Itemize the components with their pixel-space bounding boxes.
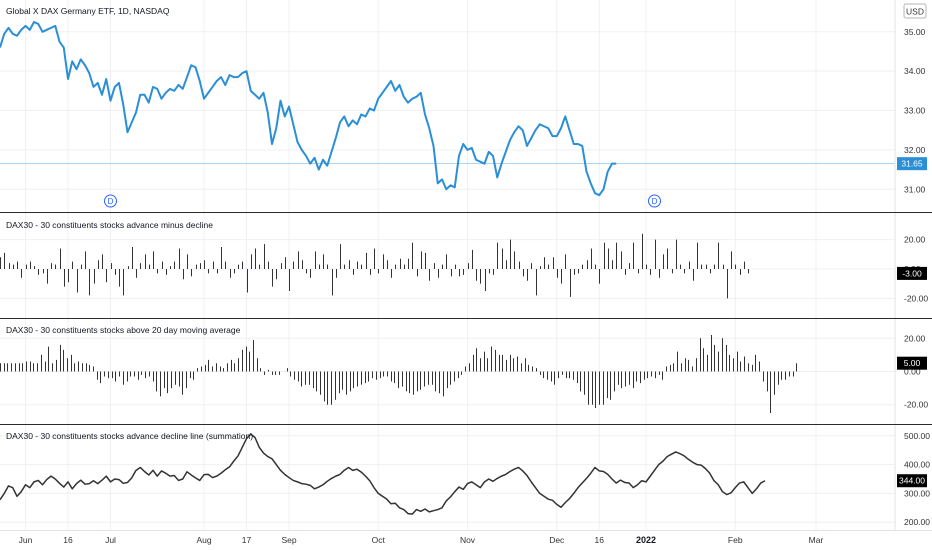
y-tick-label: -20.00 [904,400,928,410]
x-tick-label: Oct [372,535,386,545]
x-tick-label: Nov [460,535,476,545]
ad-summation-line [0,433,766,515]
y-tick-label: 200.00 [904,517,930,527]
x-tick-label: Aug [196,535,211,545]
last-value-label: 31.65 [901,159,923,169]
last-value-label: 344.00 [899,476,925,486]
y-tick-label: 35.00 [904,27,926,37]
y-tick-label: -20.00 [904,293,928,303]
dividend-marker-circle [648,194,661,208]
indicator-3-title: DAX30 - 30 constituents stocks advance d… [6,431,253,441]
dividend-marker[interactable]: D [648,194,661,208]
x-tick-label: 17 [242,535,252,545]
last-value-label: 5.00 [904,358,921,368]
currency-button[interactable]: USD [903,3,927,19]
price-series-line [0,20,617,197]
y-tick-label: 32.00 [904,145,926,155]
last-value-tag [897,266,927,280]
dividend-marker-circle [104,194,117,208]
indicator-2-title: DAX30 - 30 constituents stocks above 20 … [6,325,241,335]
x-tick-label: 16 [63,535,73,545]
price-chart-title: Global X DAX Germany ETF, 1D, NASDAQ [6,6,170,16]
last-value-tag [897,157,927,171]
y-tick-label: 31.00 [904,184,926,194]
grid-layer [0,0,895,530]
x-tick-label: Mar [809,535,824,545]
y-tick-label: 34.00 [904,66,926,76]
y-tick-label: 33.00 [904,106,926,116]
last-value-label: -3.00 [902,268,922,278]
last-value-tag [897,474,927,488]
y-tick-label: 20.00 [904,333,926,343]
currency-button-label: USD [906,7,924,17]
x-tick-label: Feb [728,535,743,545]
indicator-1-title: DAX30 - 30 constituents stocks advance m… [6,220,213,230]
x-tick-label: 16 [595,535,605,545]
x-tick-label: Sep [281,535,296,545]
x-tick-label: Jun [19,535,33,545]
x-tick-label: 2022 [636,535,656,545]
dividend-marker[interactable]: D [104,194,117,208]
last-value-tag [897,356,927,370]
x-tick-label: Jul [105,535,116,545]
dividend-marker-label: D [108,197,114,206]
y-tick-label: 300.00 [904,488,930,498]
x-tick-label: Dec [549,535,565,545]
dividend-marker-label: D [652,197,658,206]
y-tick-label: 20.00 [904,235,926,245]
y-tick-label: 0.00 [904,367,921,377]
y-tick-label: 400.00 [904,460,930,470]
y-tick-label: 500.00 [904,431,930,441]
